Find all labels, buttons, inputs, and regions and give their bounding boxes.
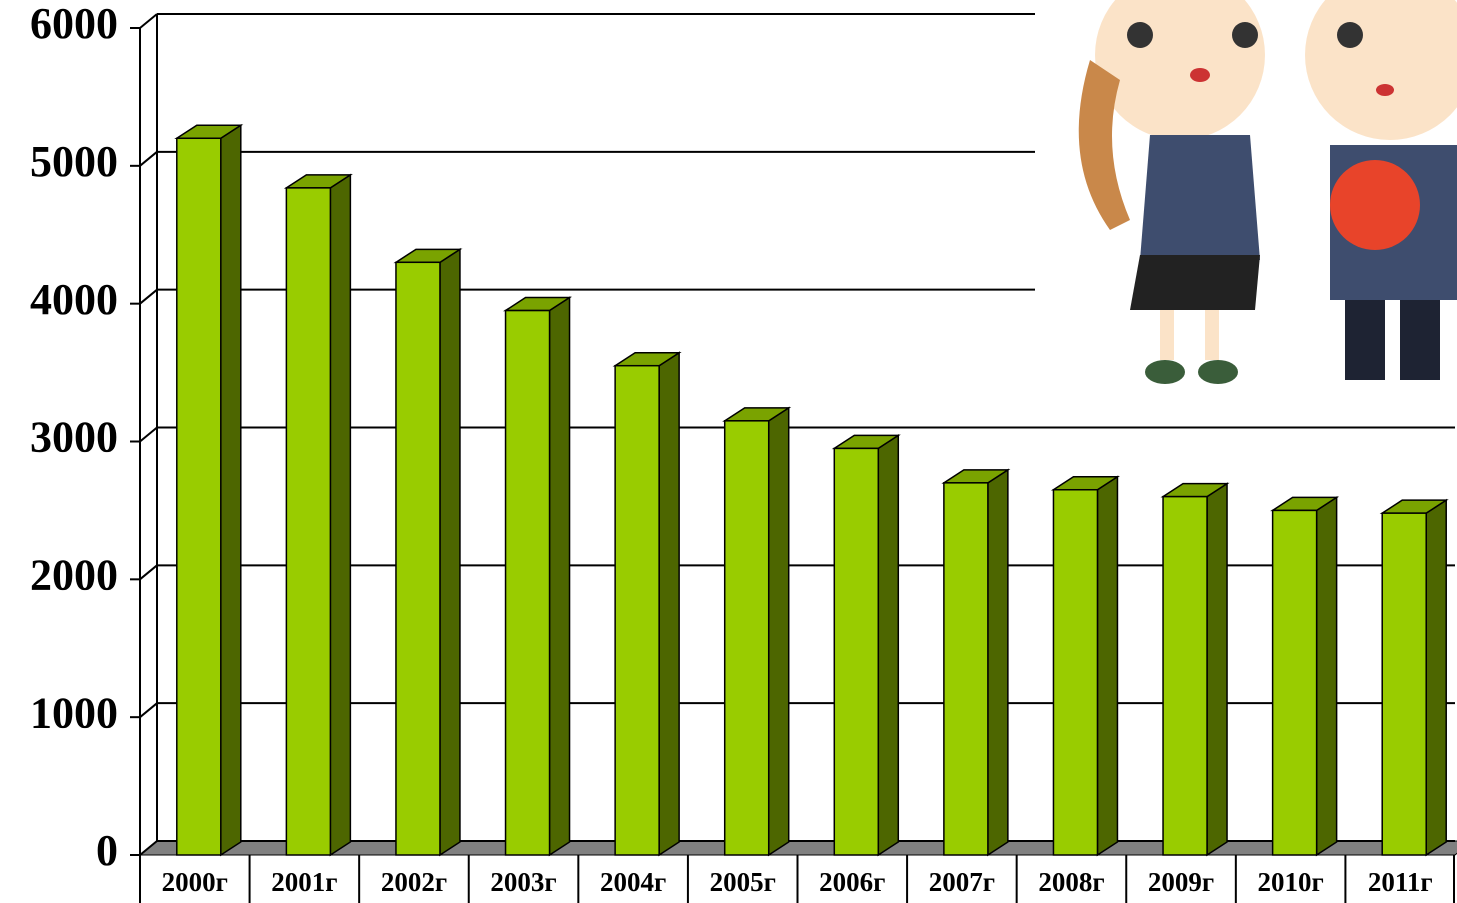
y-tick-label: 6000 [30, 0, 118, 48]
flowers [1330, 160, 1420, 250]
bar-side [1096, 475, 1119, 857]
illustration [1035, 0, 1457, 395]
x-tick-label: 2006г [819, 867, 885, 897]
y-tick-label: 5000 [30, 137, 118, 186]
bar [1271, 509, 1318, 856]
bar [395, 261, 441, 856]
mouth [1190, 68, 1210, 82]
grid-line [139, 564, 158, 581]
y-tick-label: 1000 [30, 688, 118, 737]
bar-side [1425, 498, 1447, 857]
x-tick-label: 2003г [490, 867, 556, 897]
grid-line [139, 840, 158, 856]
boy-trousers [1400, 300, 1440, 380]
bar [1052, 488, 1099, 856]
bar [833, 447, 880, 856]
bar [504, 309, 551, 856]
shoe [1198, 360, 1238, 384]
x-tick-label: 2008г [1038, 867, 1104, 897]
x-tick-label: 2007г [929, 867, 995, 897]
plot-area: 0 1000 2000 3000 4000 5000 6000 2000г 2001г 2002г… [30, 0, 1457, 903]
grid-line [139, 13, 158, 29]
bar [943, 482, 989, 856]
mouth [1376, 84, 1394, 96]
leg [1205, 310, 1219, 360]
bar-side [220, 123, 242, 857]
bar [1381, 512, 1427, 856]
y-tick-label: 2000 [30, 550, 118, 599]
girl-skirt [1130, 255, 1260, 310]
bar [285, 187, 332, 856]
x-tick-label: 2004г [600, 867, 666, 897]
leg [1160, 310, 1174, 360]
x-tick-label: 2002г [381, 867, 447, 897]
bar-side [1206, 482, 1228, 857]
y-tick-label: 4000 [30, 275, 118, 324]
bar-side [439, 247, 461, 857]
bar [614, 364, 660, 856]
bar [176, 137, 222, 856]
x-tick-label: 2001г [271, 867, 337, 897]
x-tick-label: 2005г [710, 867, 776, 897]
eye [1127, 22, 1153, 48]
x-tick-label: 2000г [162, 867, 228, 897]
bar-side [1315, 496, 1338, 857]
bar [723, 420, 770, 856]
y-tick-label: 3000 [30, 413, 118, 462]
bar-side [987, 468, 1009, 857]
grid-line [139, 288, 158, 305]
y-tick-label: 0 [96, 826, 118, 875]
bar [1162, 495, 1208, 856]
x-tick-label: 2009г [1148, 867, 1214, 897]
grid-line [139, 426, 158, 443]
eye [1337, 22, 1363, 48]
shoe [1145, 360, 1185, 384]
grid-line [139, 151, 158, 167]
bar-side [658, 351, 680, 857]
bar-side [548, 296, 571, 857]
bar-side [877, 434, 900, 857]
bar-side [767, 406, 790, 857]
grid-line [139, 702, 158, 718]
x-tick-label: 2010г [1257, 867, 1323, 897]
eye [1232, 22, 1258, 48]
bar-side [329, 173, 352, 857]
girl-hair [1078, 60, 1130, 230]
x-tick-label: 2011г [1368, 867, 1433, 897]
boy-trousers [1345, 300, 1385, 380]
girl-jacket [1140, 135, 1260, 260]
